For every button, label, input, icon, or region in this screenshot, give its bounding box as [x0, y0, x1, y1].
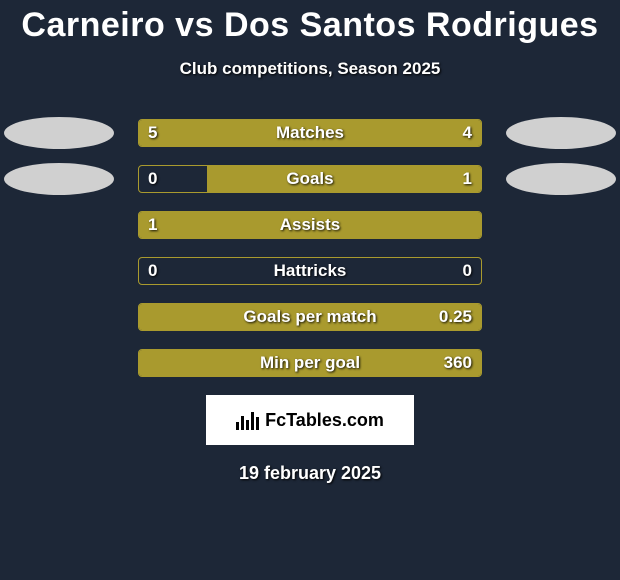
stat-fill-right: [139, 304, 481, 330]
stat-track: [138, 349, 482, 377]
stat-row: Assists1: [0, 211, 620, 239]
logo-box: FcTables.com: [206, 395, 414, 445]
footer-date: 19 february 2025: [0, 463, 620, 484]
stat-row: Matches54: [0, 119, 620, 147]
stat-row: Min per goal360: [0, 349, 620, 377]
stat-fill-right: [207, 166, 481, 192]
page-subtitle: Club competitions, Season 2025: [0, 59, 620, 79]
logo-chart-icon: [236, 410, 259, 430]
player-avatar-right: [506, 163, 616, 195]
logo-text: FcTables.com: [265, 410, 384, 431]
page-title: Carneiro vs Dos Santos Rodrigues: [0, 0, 620, 45]
stat-track: [138, 303, 482, 331]
player-avatar-left: [4, 163, 114, 195]
stat-fill-left: [139, 212, 481, 238]
stat-track: [138, 165, 482, 193]
player-avatar-left: [4, 117, 114, 149]
stat-track: [138, 119, 482, 147]
stat-track: [138, 211, 482, 239]
stat-fill-left: [139, 120, 329, 146]
player-avatar-right: [506, 117, 616, 149]
stats-stage: Matches54 Goals01 Assists1 Hattricks00 Goals…: [0, 119, 620, 377]
stat-row: Goals per match0.25: [0, 303, 620, 331]
stat-row: Hattricks00: [0, 257, 620, 285]
stat-track: [138, 257, 482, 285]
stat-fill-right: [139, 350, 481, 376]
stat-row: Goals01: [0, 165, 620, 193]
stat-fill-right: [329, 120, 481, 146]
